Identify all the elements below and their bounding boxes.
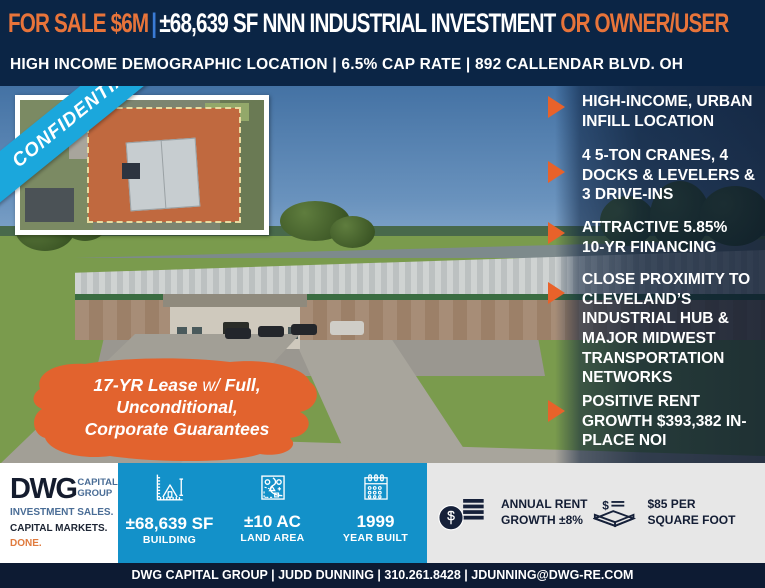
svg-text:$: $ — [603, 498, 610, 512]
